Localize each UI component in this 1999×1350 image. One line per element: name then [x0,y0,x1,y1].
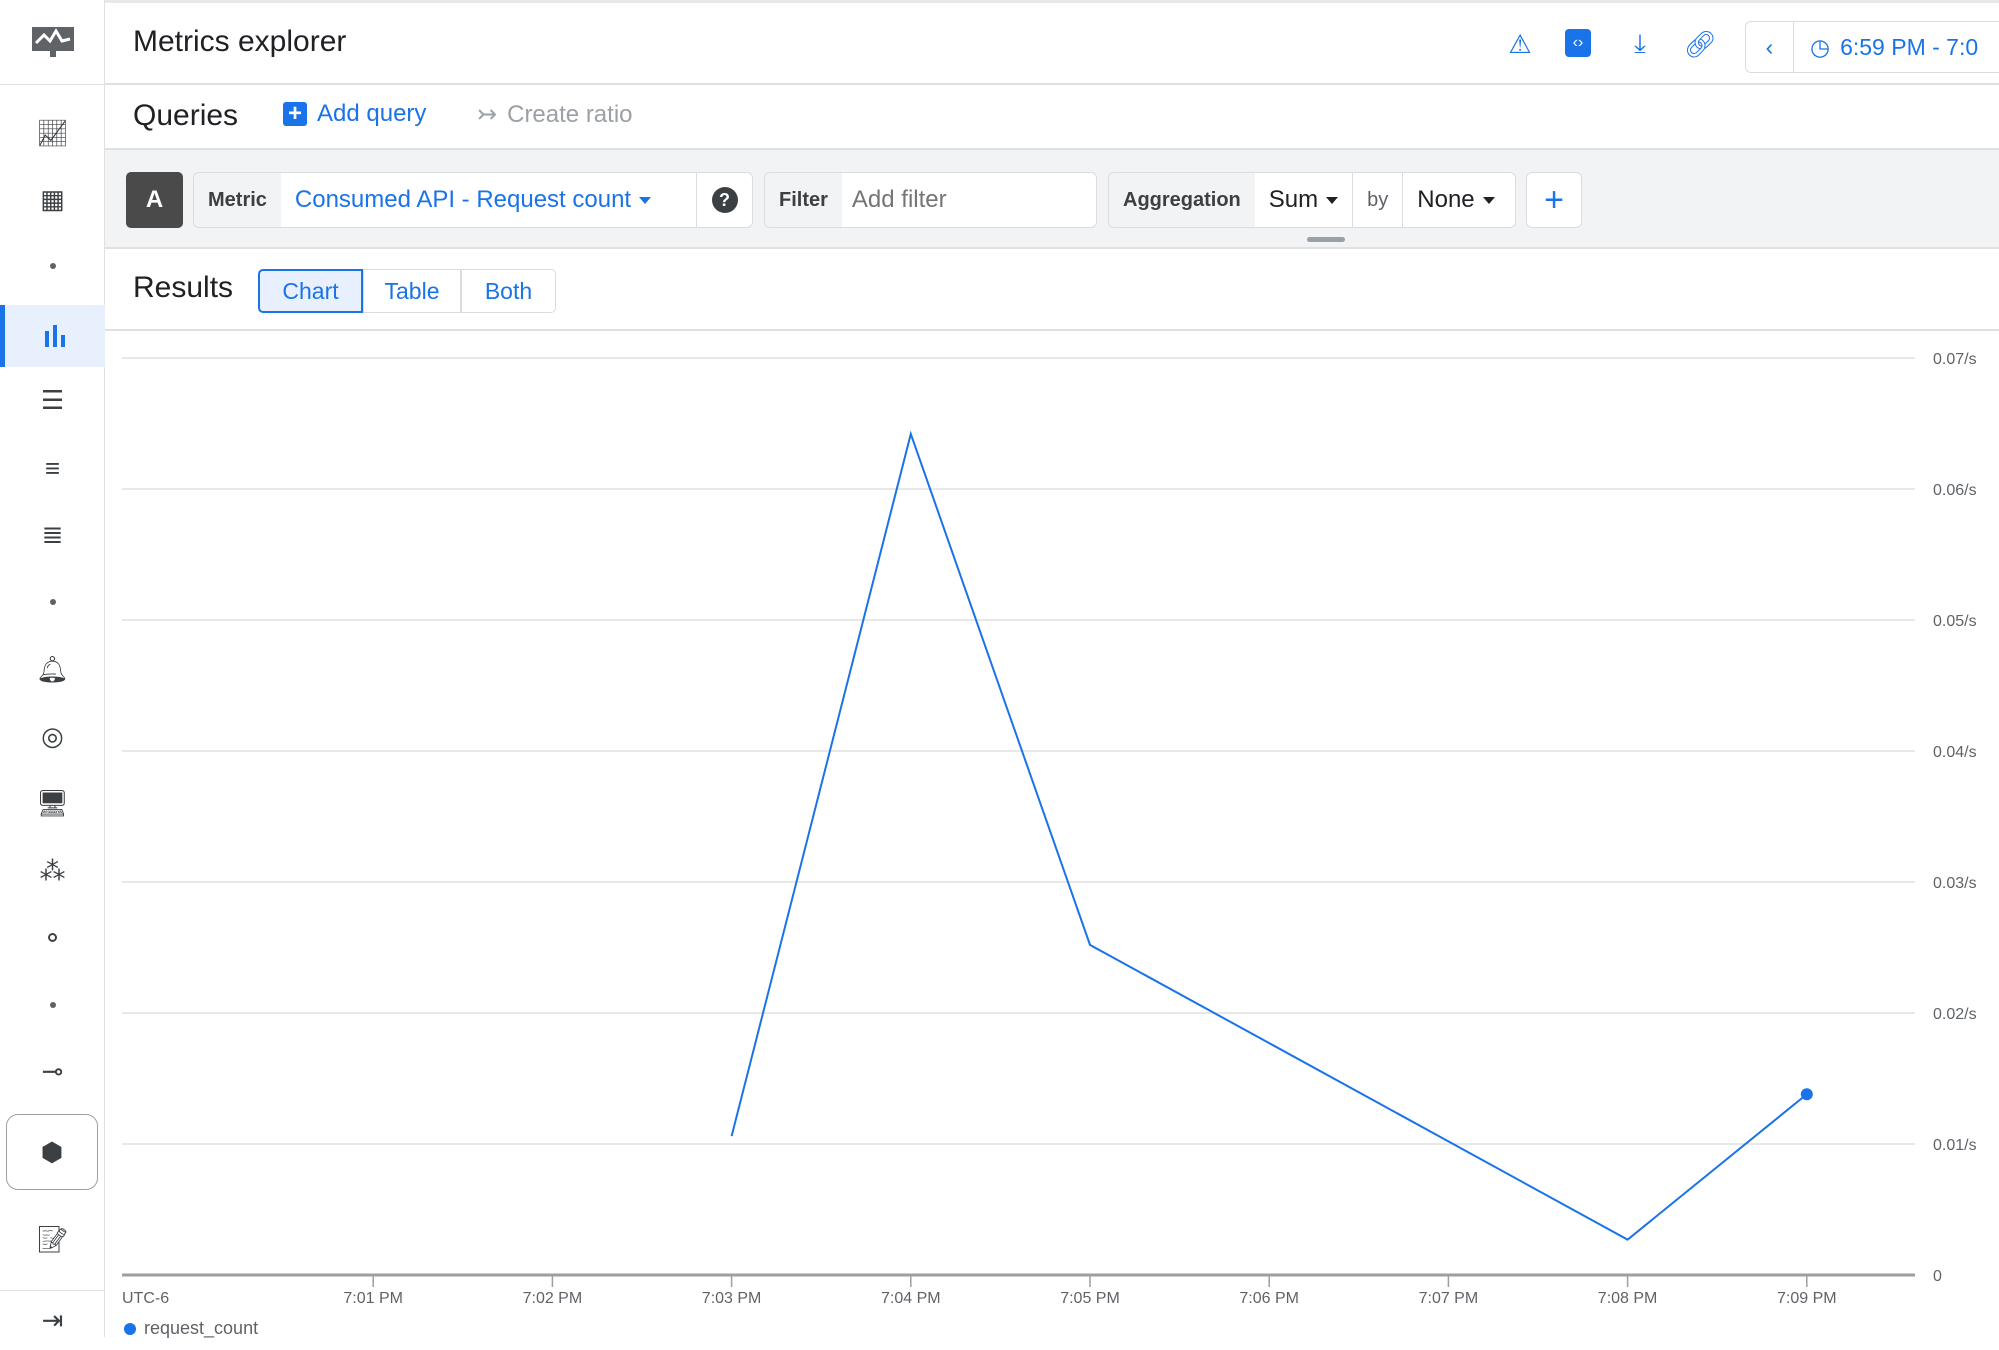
page-title: Metrics explorer [133,25,347,58]
x-tick-label: 7:09 PM [1777,1290,1837,1307]
notes-icon[interactable]: 📝︎ [35,1223,69,1254]
x-tick-label: 7:01 PM [343,1290,403,1307]
overview-chart-icon[interactable]: 📈︎ [35,117,69,148]
metric-value: Consumed API - Request count [294,186,632,213]
resize-handle[interactable] [1307,237,1345,242]
aggregation-selector[interactable]: Aggregation Sum by None [1108,172,1516,228]
metric-label: Metric [194,173,281,227]
monitor-icon[interactable]: 🖥︎ [35,787,69,818]
aggregation-label: Aggregation [1109,173,1255,227]
hexagons-icon[interactable]: ⬢ [6,1114,98,1190]
results-title: Results [133,271,234,304]
legend-label: request_count [144,1318,259,1338]
x-tick-label: 7:07 PM [1419,1290,1479,1307]
caret-down-icon [1326,196,1339,204]
series-line [730,430,1808,1241]
y-tick-label: 0.07/s [1933,351,1977,368]
filter-label: Filter [765,173,842,227]
dashboards-icon[interactable]: ▦ [40,183,65,214]
results-bar: Results Chart Table Both [105,249,1999,331]
chart-legend: request_count [124,1318,258,1339]
logs-search-icon[interactable]: ≡ [44,452,61,483]
time-range-label: 6:59 PM - 7:0 [1840,33,1979,60]
metric-dropdown[interactable]: Consumed API - Request count [281,186,696,214]
tab-table[interactable]: Table [363,269,461,313]
plus-square-icon: + [283,100,307,127]
time-range-picker[interactable]: ‹ ◷ 6:59 PM - 7:0 [1745,21,1999,73]
uptime-icon[interactable]: ◎ [41,720,64,751]
y-tick-label: 0.04/s [1933,744,1977,761]
y-tick-label: 0.01/s [1933,1137,1977,1154]
caret-down-icon [1482,196,1495,204]
sidebar: 📈︎ ▦ ☰ ≡ ≣ 🔔︎ ◎ 🖥︎ ⁂ ⚬ ⊸ ⬢ 📝︎ ⇥ [0,0,105,1337]
code-icon[interactable]: ‹› [1565,29,1591,57]
clock-icon: ◷ [1810,33,1831,60]
y-tick-label: 0.05/s [1933,613,1977,630]
aggregation-dropdown[interactable]: Sum [1255,173,1354,227]
query-letter-badge[interactable]: A [126,172,183,228]
line-chart: 0 0.01/s 0.02/s 0.03/s 0.04/s 0.05/s 0.06/s 0.0… [122,351,1977,1307]
y-tick-label: 0.06/s [1933,482,1977,499]
expand-sidebar-icon[interactable]: ⇥ [0,1290,105,1350]
y-tick-label: 0.03/s [1933,875,1977,892]
merge-arrow-icon: ↣ [477,101,498,128]
monitoring-logo-icon[interactable] [0,0,105,85]
list-icon[interactable]: ☰ [40,384,65,415]
groups-icon[interactable]: ⁂ [39,855,66,886]
filter-input[interactable] [841,186,1082,214]
trace-icon[interactable]: ≣ [41,518,64,549]
queries-bar: Queries + Add query ↣ Create ratio [105,85,1999,150]
chevron-left-icon[interactable]: ‹ [1746,22,1794,72]
create-ratio-label: Create ratio [507,100,633,128]
x-tick-label: UTC-6 [122,1290,169,1307]
download-icon[interactable]: ⤓ [1634,28,1646,58]
feedback-icon[interactable]: ⚠ [1508,28,1532,59]
help-button[interactable]: ? [696,173,752,227]
data-point [1800,1088,1813,1101]
queries-title: Queries [133,99,239,132]
x-tick-label: 7:06 PM [1239,1290,1299,1307]
create-ratio-button[interactable]: ↣ Create ratio [477,100,633,129]
add-query-label: Add query [317,100,427,127]
by-label: by [1353,173,1404,227]
x-tick-label: 7:05 PM [1060,1290,1120,1307]
aggregation-value: Sum [1268,186,1319,213]
y-tick-label: 0.02/s [1933,1006,1977,1023]
filter-field[interactable]: Filter [764,172,1097,228]
x-tick-label: 7:08 PM [1598,1290,1658,1307]
add-operation-button[interactable]: + [1526,172,1582,228]
caret-down-icon [639,196,652,204]
group-by-dropdown[interactable]: None [1403,186,1508,214]
x-tick-label: 7:03 PM [702,1290,762,1307]
tab-chart[interactable]: Chart [258,269,363,313]
separator-dot [0,572,105,632]
alerting-bell-icon[interactable]: 🔔︎ [35,653,69,684]
y-tick-label: 0 [1933,1268,1942,1285]
x-tick-label: 7:04 PM [881,1290,941,1307]
tab-both[interactable]: Both [461,269,556,313]
plus-icon: + [1544,180,1564,219]
separator-dot [0,236,105,296]
query-editor: A Metric Consumed API - Request count ? … [105,150,1999,249]
integrations-icon[interactable]: ⊸ [41,1055,64,1086]
x-tick-label: 7:02 PM [523,1290,583,1307]
separator-dot [0,975,105,1035]
group-by-value: None [1417,186,1475,213]
header: Metrics explorer ⚠ ‹› ⤓ 🔗︎ ‹ ◷ 6:59 PM -… [105,0,1999,85]
legend-swatch [124,1322,136,1335]
metrics-explorer-icon[interactable] [0,305,105,367]
add-query-button[interactable]: + Add query [283,100,426,128]
help-icon: ? [711,187,738,213]
services-icon[interactable]: ⚬ [41,922,64,953]
metric-selector[interactable]: Metric Consumed API - Request count ? [193,172,753,228]
link-icon[interactable]: 🔗︎ [1683,28,1717,59]
